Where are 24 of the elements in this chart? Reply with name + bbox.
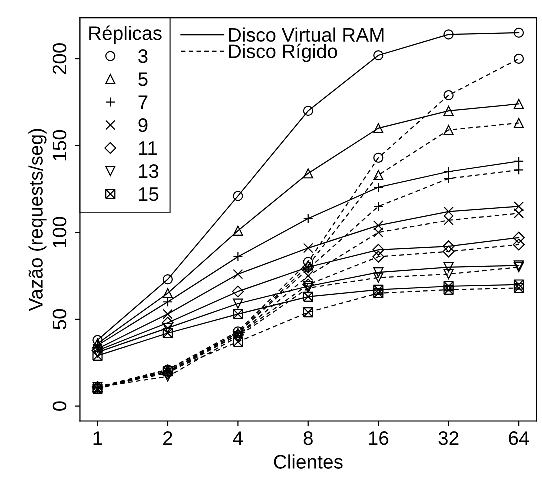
y-tick-label: 200	[52, 44, 67, 74]
y-tick-label: 150	[52, 130, 67, 161]
legend-label: 11	[139, 142, 158, 156]
y-tick-label: 0	[52, 402, 67, 411]
x-axis-title: Clientes	[274, 454, 343, 469]
legend-label: 3	[138, 50, 148, 64]
legend-label: 15	[139, 188, 159, 202]
legend-label: 9	[138, 118, 148, 132]
annotation: Disco Virtual RAM	[229, 28, 384, 42]
x-tick-label: 32	[438, 431, 459, 446]
legend-title: Réplicas	[90, 26, 162, 44]
y-axis-title: Vazão (requests/seg)	[28, 129, 47, 312]
x-tick-label: 4	[233, 432, 244, 446]
y-tick-label: 100	[52, 217, 67, 248]
legend-label: 5	[138, 72, 148, 86]
y-tick-label: 50	[52, 309, 67, 330]
x-tick-label: 16	[369, 431, 389, 446]
x-tick-label: 8	[304, 431, 313, 446]
legend-label: 7	[138, 96, 148, 110]
x-tick-label: 64	[509, 431, 530, 446]
legend-label: 13	[139, 164, 159, 178]
annotation: Disco Rígido	[229, 44, 338, 62]
x-tick-label: 1	[94, 432, 102, 446]
x-tick-label: 2	[164, 431, 172, 446]
